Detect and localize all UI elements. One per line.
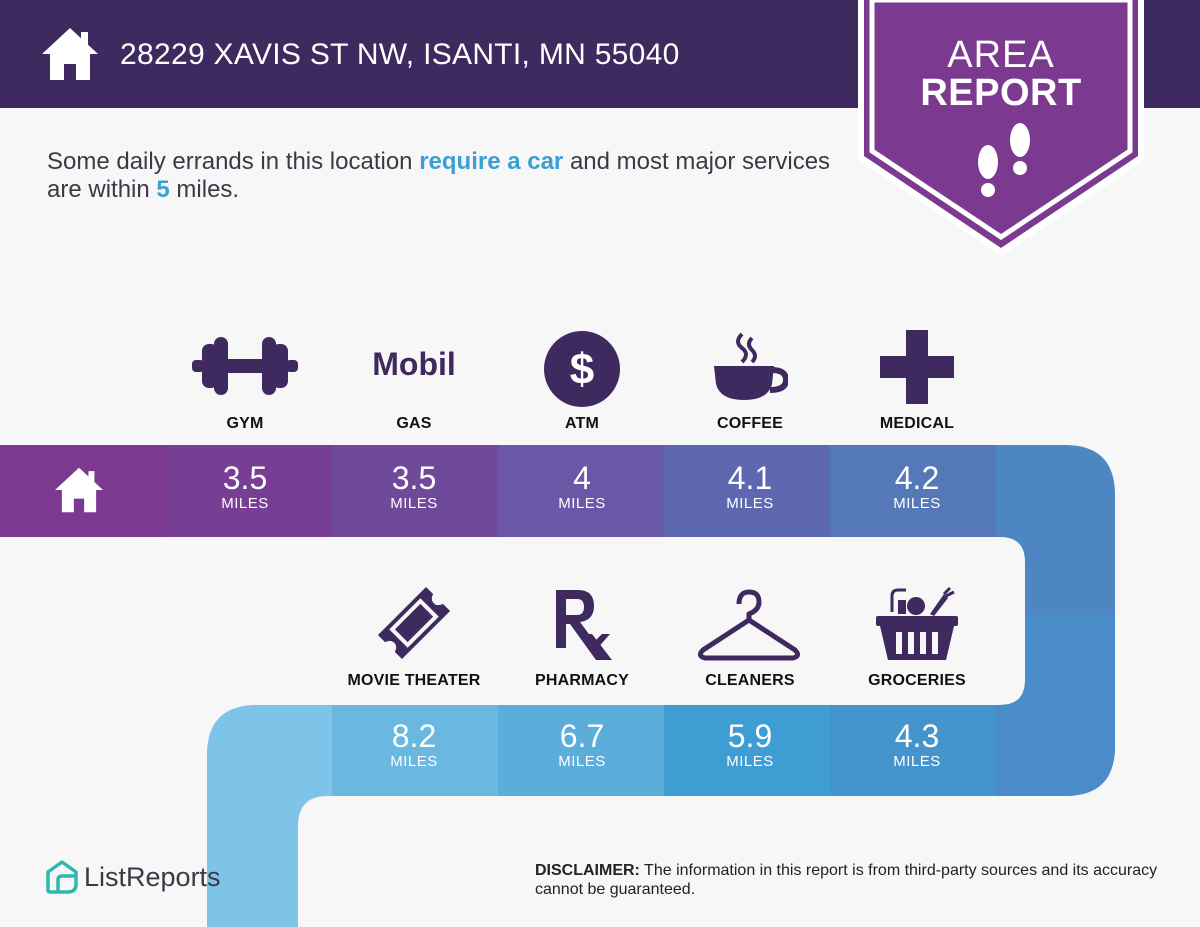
distance-coffee: 4.1 MILES (726, 460, 774, 512)
badge-shield (858, 0, 1144, 256)
home-start-icon (55, 467, 103, 513)
label-cleaners: CLEANERS (705, 672, 795, 689)
ticket-icon (377, 586, 451, 660)
label-medical: MEDICAL (879, 415, 955, 432)
dumbbell-icon (192, 337, 298, 395)
area-report-badge: AREA REPORT (858, 0, 1144, 256)
label-coffee: COFFEE (716, 415, 784, 432)
summary-highlight-miles: 5 (156, 176, 170, 203)
dollar-icon: $ (544, 331, 620, 407)
summary-highlight-car: require a car (419, 148, 564, 175)
svg-text:$: $ (570, 345, 594, 394)
disclaimer-text: The information in this report is from t… (535, 862, 1158, 898)
basket-icon (876, 586, 958, 660)
label-atm: ATM (564, 415, 600, 432)
distance-pharmacy: 6.7 MILES (558, 718, 606, 770)
distance-gas: 3.5 MILES (390, 460, 438, 512)
distance-atm: 4 MILES (558, 460, 606, 512)
hanger-icon (697, 589, 801, 661)
house-icon (42, 28, 98, 80)
svg-text:Mobil: Mobil (372, 346, 456, 382)
brand-name: ListReports (84, 862, 221, 892)
label-movie-theater: MOVIE THEATER (347, 672, 481, 689)
label-groceries: GROCERIES (868, 672, 966, 689)
listreports-logo[interactable]: ListReports (46, 858, 246, 898)
distance-movie-theater: 8.2 MILES (390, 718, 438, 770)
medical-cross-icon (880, 330, 954, 404)
footprints-icon (978, 123, 1030, 197)
disclaimer: DISCLAIMER: The information in this repo… (535, 861, 1165, 899)
listreports-mark-icon (46, 860, 78, 894)
summary-text: Some daily errands in this location requ… (47, 148, 831, 203)
label-gym: GYM (226, 415, 264, 432)
label-pharmacy: PHARMACY (534, 672, 630, 689)
mobil-logo: Mobil (372, 346, 456, 382)
rx-icon (556, 590, 612, 660)
coffee-cup-icon (714, 332, 788, 400)
distance-gym: 3.5 MILES (221, 460, 269, 512)
badge-line1: AREA (947, 34, 1055, 76)
badge-line2: REPORT (920, 72, 1082, 114)
label-gas: GAS (396, 415, 432, 432)
property-address: 28229 XAVIS ST NW, ISANTI, MN 55040 (120, 38, 680, 71)
distance-groceries: 4.3 MILES (893, 718, 941, 770)
disclaimer-label: DISCLAIMER: (535, 862, 640, 879)
distance-cleaners: 5.9 MILES (726, 718, 774, 770)
distance-medical: 4.2 MILES (893, 460, 941, 512)
